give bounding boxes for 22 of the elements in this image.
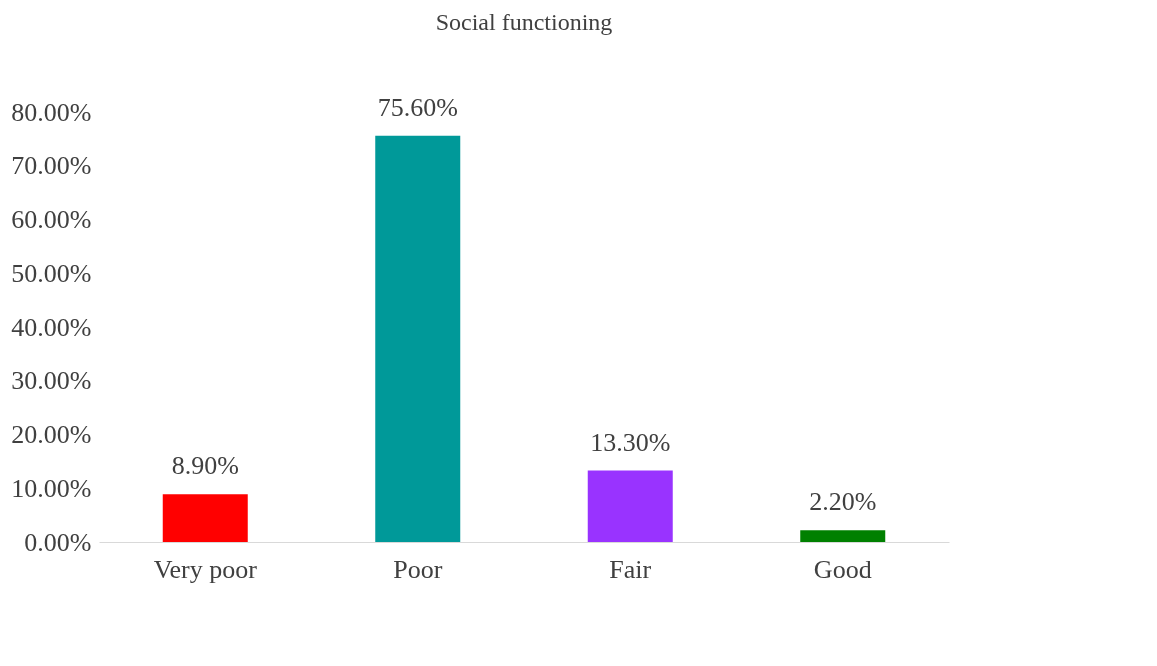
y-tick-label: 50.00% xyxy=(11,258,92,288)
x-tick-label: Fair xyxy=(609,554,652,584)
y-tick-label: 40.00% xyxy=(11,312,92,342)
y-tick-label: 0.00% xyxy=(24,527,92,557)
data-label: 75.60% xyxy=(377,92,458,122)
x-tick-label: Good xyxy=(813,554,872,584)
x-tick-label: Very poor xyxy=(153,554,258,584)
x-tick-label: Poor xyxy=(393,554,443,584)
y-tick-label: 80.00% xyxy=(11,97,92,127)
y-tick-label: 10.00% xyxy=(11,473,92,503)
data-label: 2.20% xyxy=(809,487,877,517)
y-tick-label: 30.00% xyxy=(11,366,92,396)
bar xyxy=(587,470,673,542)
y-tick-label: 20.00% xyxy=(11,420,92,449)
data-label: 13.30% xyxy=(590,427,671,457)
data-label: 8.90% xyxy=(171,451,239,481)
y-tick-label: 70.00% xyxy=(11,151,92,181)
bar xyxy=(162,494,248,542)
bar xyxy=(800,530,886,542)
bar xyxy=(375,135,461,542)
y-tick-label: 60.00% xyxy=(11,205,92,234)
chart-title: Social functioning xyxy=(435,8,613,35)
